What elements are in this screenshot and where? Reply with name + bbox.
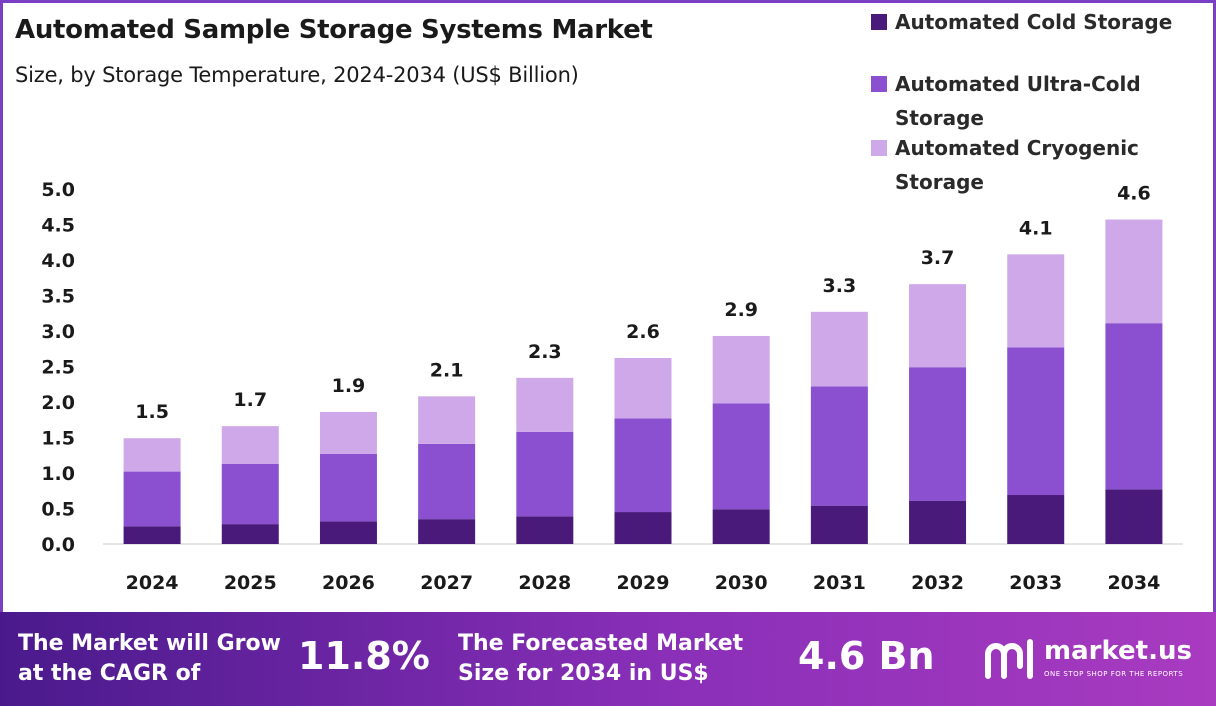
bar-segment-automated-cold-storage-2024 — [123, 526, 181, 544]
x-tick-label-2030: 2030 — [715, 572, 768, 594]
y-tick-label: 0.0 — [41, 534, 75, 556]
x-tick-label-2026: 2026 — [322, 572, 375, 594]
y-tick-label: 3.0 — [41, 321, 75, 343]
bar-segment-automated-cryogenic-storage-2033 — [1007, 254, 1065, 348]
y-tick-label: 2.0 — [41, 392, 75, 414]
total-value-label-2025: 1.7 — [233, 389, 267, 411]
legend-label-cold: Automated Cold Storage — [895, 10, 1173, 34]
bar-segment-automated-ultra-cold-storage-2033 — [1007, 347, 1065, 496]
y-tick-label: 1.0 — [41, 463, 75, 485]
bar-segment-automated-ultra-cold-storage-2028 — [516, 431, 574, 517]
total-value-label-2032: 3.7 — [921, 247, 955, 269]
y-tick-label: 1.5 — [41, 428, 75, 450]
total-value-label-2031: 3.3 — [823, 275, 857, 297]
y-tick-label: 5.0 — [41, 179, 75, 201]
bar-segment-automated-cold-storage-2027 — [418, 519, 476, 544]
cagr-text-line2: at the CAGR of — [18, 661, 201, 686]
bar-segment-automated-ultra-cold-storage-2029 — [614, 418, 672, 513]
x-tick-label-2025: 2025 — [224, 572, 277, 594]
total-value-label-2027: 2.1 — [430, 359, 464, 381]
x-tick-label-2029: 2029 — [617, 572, 670, 594]
bar-segment-automated-cold-storage-2025 — [221, 524, 279, 544]
bar-segment-automated-cryogenic-storage-2024 — [123, 438, 181, 472]
total-value-label-2026: 1.9 — [332, 375, 366, 397]
bar-segment-automated-cryogenic-storage-2031 — [810, 311, 868, 387]
legend-swatch-cold — [871, 14, 887, 30]
bar-segment-automated-cryogenic-storage-2029 — [614, 357, 672, 419]
cagr-text-line1: The Market will Grow — [18, 631, 281, 656]
chart-title: Automated Sample Storage Systems Market — [15, 15, 653, 45]
y-tick-label: 0.5 — [41, 499, 75, 521]
x-tick-label-2027: 2027 — [420, 572, 473, 594]
bar-segment-automated-cold-storage-2028 — [516, 516, 574, 544]
bar-segment-automated-ultra-cold-storage-2027 — [418, 443, 476, 520]
x-tick-label-2034: 2034 — [1107, 572, 1160, 594]
y-tick-label: 4.5 — [41, 215, 75, 237]
y-tick-label: 2.5 — [41, 357, 75, 379]
logo-name: market.us — [1044, 636, 1192, 666]
total-value-label-2030: 2.9 — [724, 299, 758, 321]
bar-segment-automated-ultra-cold-storage-2025 — [221, 463, 279, 525]
bar-segment-automated-ultra-cold-storage-2031 — [810, 386, 868, 506]
total-value-label-2024: 1.5 — [135, 401, 169, 423]
y-tick-label: 3.5 — [41, 286, 75, 308]
bar-segment-automated-cryogenic-storage-2028 — [516, 377, 574, 432]
x-tick-label-2024: 2024 — [126, 572, 179, 594]
bar-segment-automated-cryogenic-storage-2025 — [221, 426, 279, 464]
bar-segment-automated-cold-storage-2030 — [712, 509, 770, 544]
forecast-text-line1: The Forecasted Market — [458, 631, 744, 656]
bar-segment-automated-ultra-cold-storage-2032 — [909, 367, 967, 501]
forecast-text-line2: Size for 2034 in US$ — [458, 661, 709, 686]
bar-segment-automated-ultra-cold-storage-2026 — [319, 453, 377, 522]
total-value-label-2033: 4.1 — [1019, 217, 1053, 239]
logo-tagline: ONE STOP SHOP FOR THE REPORTS — [1044, 670, 1184, 678]
x-tick-label-2033: 2033 — [1009, 572, 1062, 594]
bar-segment-automated-cryogenic-storage-2032 — [909, 284, 967, 368]
x-tick-label-2028: 2028 — [518, 572, 571, 594]
chart-frame: Automated Sample Storage Systems Market … — [0, 0, 1216, 612]
bar-segment-automated-cold-storage-2034 — [1105, 489, 1163, 544]
bar-segment-automated-ultra-cold-storage-2030 — [712, 403, 770, 510]
total-value-label-2028: 2.3 — [528, 341, 562, 363]
cagr-value: 11.8% — [298, 634, 430, 678]
legend-label-ultra-cold: Automated Ultra-Cold Storage — [895, 72, 1141, 130]
y-tick-label: 4.0 — [41, 250, 75, 272]
market-us-logo-icon — [985, 639, 1033, 679]
x-tick-label-2032: 2032 — [911, 572, 964, 594]
market-us-logo: market.us ONE STOP SHOP FOR THE REPORTS — [982, 636, 1212, 686]
bar-segment-automated-cold-storage-2029 — [614, 512, 672, 544]
total-value-label-2034: 4.6 — [1117, 183, 1151, 205]
bar-segment-automated-cryogenic-storage-2027 — [418, 396, 476, 444]
bar-segment-automated-cold-storage-2033 — [1007, 495, 1065, 544]
forecast-value: 4.6 Bn — [798, 634, 935, 678]
chart-subtitle: Size, by Storage Temperature, 2024-2034 … — [15, 63, 579, 87]
legend-swatch-cryogenic — [871, 140, 887, 156]
legend-label-cryogenic: Automated Cryogenic Storage — [895, 136, 1139, 194]
summary-banner: The Market will Grow at the CAGR of 11.8… — [0, 612, 1216, 706]
bar-segment-automated-cold-storage-2031 — [810, 505, 868, 544]
stacked-bar-chart: 0.0 0.5 1.0 1.5 2.0 2.5 3.0 3.5 4.0 4.5 5.0 1.5 2024… — [41, 179, 1183, 594]
bar-segment-automated-cryogenic-storage-2034 — [1105, 219, 1163, 324]
bar-segment-automated-cryogenic-storage-2026 — [319, 411, 377, 454]
bar-segment-automated-cold-storage-2026 — [319, 521, 377, 544]
bar-segment-automated-ultra-cold-storage-2034 — [1105, 323, 1163, 490]
x-tick-label-2031: 2031 — [813, 572, 866, 594]
legend-swatch-ultra-cold — [871, 76, 887, 92]
total-value-label-2029: 2.6 — [626, 321, 660, 343]
bar-segment-automated-cold-storage-2032 — [909, 500, 967, 544]
bar-segment-automated-cryogenic-storage-2030 — [712, 335, 770, 404]
bar-segment-automated-ultra-cold-storage-2024 — [123, 471, 181, 527]
